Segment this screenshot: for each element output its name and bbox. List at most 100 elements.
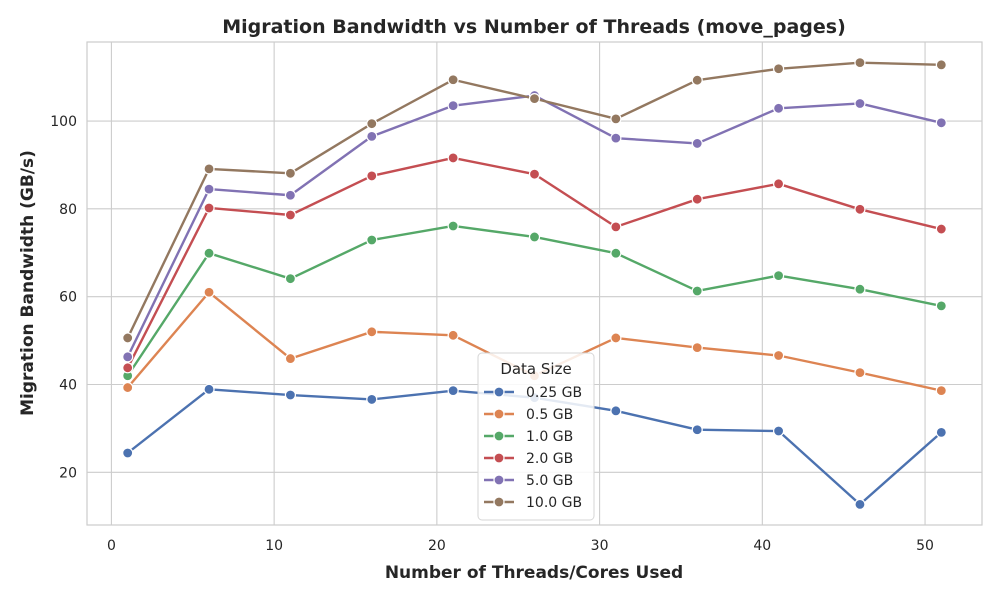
- data-point: [691, 137, 703, 150]
- legend-swatch-marker: [493, 408, 505, 420]
- legend: Data Size 0.25 GB 0.5 GB 1.0 GB 2.0 GB 5.0 G…: [477, 352, 595, 521]
- data-point: [772, 178, 785, 190]
- data-point: [284, 352, 297, 365]
- data-point: [203, 247, 215, 259]
- chart-title: Migration Bandwidth vs Number of Threads…: [222, 16, 846, 38]
- legend-label: 10.0 GB: [526, 495, 582, 511]
- data-point: [772, 102, 785, 114]
- data-point: [122, 351, 134, 363]
- legend-item: 1.0 GB: [484, 429, 573, 445]
- y-tick-label: 40: [59, 377, 77, 393]
- legend-swatch-marker: [493, 496, 505, 508]
- data-point: [366, 130, 378, 143]
- data-point: [447, 385, 459, 397]
- data-point: [366, 326, 378, 338]
- data-point: [203, 163, 215, 175]
- data-point: [366, 170, 378, 182]
- y-tick-label: 100: [50, 114, 77, 130]
- data-point: [528, 231, 541, 243]
- data-point: [691, 424, 703, 436]
- series-group: [122, 57, 947, 510]
- y-tick-label: 80: [59, 202, 77, 218]
- data-point: [691, 74, 703, 86]
- legend-label: 0.25 GB: [526, 385, 582, 401]
- legend-label: 2.0 GB: [526, 451, 573, 467]
- data-point: [854, 57, 866, 69]
- data-point: [772, 63, 785, 75]
- data-point: [203, 183, 215, 195]
- data-point: [610, 332, 622, 344]
- legend-swatch-marker: [493, 430, 505, 442]
- data-point: [122, 381, 134, 394]
- legend-item: 5.0 GB: [484, 473, 573, 489]
- data-point: [366, 393, 378, 406]
- data-point: [203, 383, 215, 395]
- grid-lines: [87, 42, 982, 525]
- data-point: [122, 332, 134, 344]
- data-point: [610, 247, 622, 259]
- series-3: [122, 152, 947, 374]
- data-point: [610, 113, 622, 125]
- data-point: [691, 285, 703, 297]
- data-point: [935, 59, 947, 71]
- data-point: [610, 132, 622, 144]
- data-point: [772, 425, 785, 437]
- data-point: [935, 117, 947, 129]
- data-point: [203, 202, 215, 214]
- data-point: [122, 362, 134, 374]
- x-tick-label: 30: [591, 538, 609, 554]
- legend-label: 5.0 GB: [526, 473, 573, 489]
- data-point: [854, 97, 866, 110]
- data-point: [935, 426, 947, 438]
- series-5: [122, 57, 947, 344]
- data-point: [284, 273, 297, 285]
- legend-items: 0.25 GB 0.5 GB 1.0 GB 2.0 GB 5.0 GB 10.0 GB: [484, 385, 582, 511]
- data-point: [447, 152, 459, 164]
- y-tick-label: 60: [59, 290, 77, 306]
- data-point: [610, 405, 622, 417]
- y-axis-label: Migration Bandwidth (GB/s): [18, 150, 38, 416]
- x-tick-label: 10: [265, 538, 283, 554]
- legend-item: 0.25 GB: [484, 385, 582, 401]
- x-tick-label: 50: [916, 538, 934, 554]
- data-point: [284, 209, 297, 221]
- data-point: [366, 234, 378, 246]
- data-point: [691, 193, 703, 205]
- y-tick-label: 20: [59, 465, 77, 481]
- data-point: [854, 498, 866, 510]
- data-point: [854, 283, 866, 295]
- data-point: [935, 300, 947, 312]
- x-tick-label: 40: [753, 538, 771, 554]
- legend-swatch-marker: [493, 386, 505, 398]
- data-point: [528, 93, 541, 105]
- data-point: [610, 221, 622, 233]
- legend-swatch-marker: [493, 474, 505, 486]
- data-point: [203, 286, 215, 298]
- data-point: [935, 223, 947, 235]
- data-point: [854, 203, 866, 215]
- data-point: [447, 74, 459, 86]
- legend-item: 10.0 GB: [484, 495, 582, 511]
- data-point: [447, 100, 459, 112]
- x-tick-label: 20: [428, 538, 446, 554]
- legend-box: [477, 352, 595, 521]
- data-point: [447, 220, 459, 232]
- x-axis-label: Number of Threads/Cores Used: [385, 563, 683, 583]
- legend-label: 1.0 GB: [526, 429, 573, 445]
- data-point: [284, 167, 297, 179]
- x-tick-label: 0: [107, 538, 116, 554]
- data-point: [772, 349, 785, 362]
- data-point: [284, 389, 297, 401]
- legend-item: 0.5 GB: [484, 407, 573, 423]
- data-point: [284, 189, 297, 201]
- data-point: [122, 447, 134, 459]
- legend-swatch-marker: [493, 452, 505, 464]
- data-point: [772, 269, 785, 282]
- legend-item: 2.0 GB: [484, 451, 573, 467]
- series-2: [122, 220, 947, 382]
- data-point: [854, 367, 866, 379]
- data-point: [691, 342, 703, 354]
- data-point: [366, 118, 378, 130]
- legend-title: Data Size: [500, 360, 571, 378]
